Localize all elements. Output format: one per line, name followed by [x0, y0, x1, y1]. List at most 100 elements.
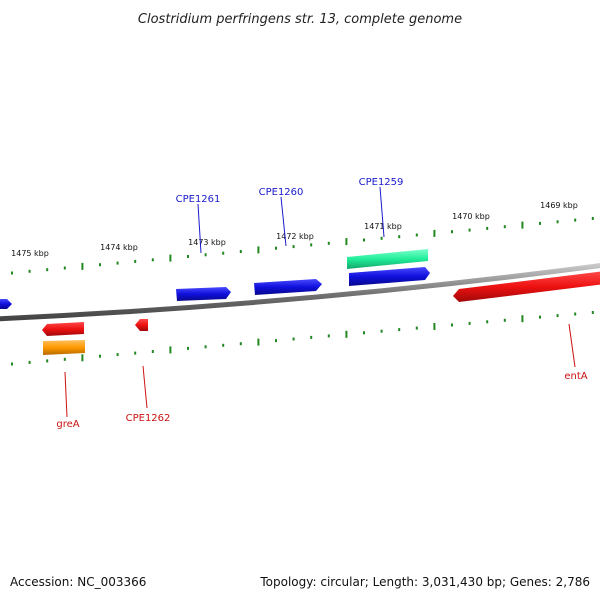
reverse-track-minor-tick [46, 359, 49, 363]
genome-summary-text: Topology: circular; Length: 3,031,430 bp… [259, 575, 590, 589]
forward-track-minor-tick [222, 251, 225, 255]
reverse-track-major-tick [345, 330, 348, 338]
gene-label-entA: entA [564, 371, 587, 382]
reverse-gene-entA[interactable] [453, 271, 600, 302]
forward-track-minor-tick [46, 268, 49, 272]
reverse-track-minor-tick [451, 323, 453, 327]
forward-track-major-tick [521, 221, 524, 229]
forward-track-minor-tick [292, 245, 295, 249]
reverse-track-minor-tick [556, 314, 559, 318]
kbp-label-1472: 1472 kbp [276, 232, 314, 241]
forward-track-minor-tick [239, 250, 242, 253]
forward-gene-CPE1259[interactable] [349, 267, 430, 286]
forward-track-minor-tick [363, 238, 365, 242]
reverse-track-minor-tick [134, 351, 137, 355]
forward-track-minor-tick [63, 266, 66, 270]
forward-track-major-tick [169, 254, 172, 262]
forward-track-minor-tick [574, 218, 577, 222]
forward-track-minor-tick [486, 226, 489, 230]
forward-track-minor-tick [398, 235, 401, 239]
forward-track-major-tick [345, 238, 348, 246]
reverse-gene-greA[interactable] [42, 322, 84, 336]
kbp-label-1473: 1473 kbp [188, 238, 226, 247]
kbp-label-1469: 1469 kbp [540, 201, 578, 210]
forward-track-minor-tick [187, 255, 189, 258]
forward-tick-track [11, 217, 594, 275]
reverse-gene-greA-highlight[interactable] [43, 340, 85, 355]
forward-track-minor-tick [468, 228, 471, 232]
forward-gene-CPE1261[interactable] [176, 287, 231, 301]
forward-track-major-tick [81, 262, 84, 270]
forward-track-minor-tick [415, 233, 418, 237]
reverse-track-minor-tick [275, 339, 277, 343]
kbp-label-1474: 1474 kbp [100, 243, 138, 252]
reverse-track-minor-tick [151, 350, 154, 353]
leader-entA [568, 323, 576, 368]
reverse-track-minor-tick [539, 315, 541, 319]
reverse-track-minor-tick [239, 342, 242, 346]
reverse-track-major-tick [81, 354, 84, 362]
reverse-track-minor-tick [11, 362, 13, 366]
gene-label-CPE1262: CPE1262 [126, 413, 171, 424]
kbp-label-1475: 1475 kbp [11, 249, 49, 258]
leader-CPE1259 [379, 186, 385, 238]
reverse-track-minor-tick [380, 329, 383, 333]
reverse-track-minor-tick [63, 357, 66, 361]
leader-CPE1260 [280, 196, 287, 247]
forward-track-minor-tick [11, 271, 13, 275]
reverse-track-minor-tick [591, 311, 594, 314]
reverse-track-minor-tick [292, 337, 295, 341]
forward-gene-left-edge[interactable] [0, 299, 12, 309]
reverse-track-minor-tick [574, 312, 577, 316]
reverse-track-major-tick [257, 338, 260, 346]
map-title: Clostridium perfringens str. 13, complet… [138, 12, 462, 27]
leader-CPE1261 [197, 203, 202, 254]
forward-track-minor-tick [134, 259, 137, 263]
forward-track-minor-tick [275, 246, 277, 250]
forward-track-minor-tick [503, 225, 506, 229]
forward-gene-CPE1259-highlight[interactable] [347, 249, 428, 269]
forward-track-minor-tick [591, 217, 594, 220]
forward-track-minor-tick [28, 269, 31, 273]
reverse-track-minor-tick [468, 321, 471, 325]
forward-track-major-tick [433, 229, 436, 237]
forward-track-minor-tick [99, 263, 101, 267]
reverse-track-minor-tick [28, 360, 31, 364]
reverse-track-minor-tick [187, 346, 189, 350]
reverse-track-minor-tick [327, 334, 330, 338]
reverse-track-minor-tick [363, 331, 365, 335]
genome-backbone [0, 263, 600, 322]
forward-track-minor-tick [380, 236, 383, 240]
reverse-track-minor-tick [486, 320, 489, 324]
forward-track-minor-tick [310, 243, 313, 247]
forward-track-minor-tick [556, 220, 559, 224]
reverse-track-major-tick [521, 315, 524, 323]
reverse-track-minor-tick [116, 353, 119, 357]
reverse-tick-track [11, 311, 594, 366]
forward-track-minor-tick [116, 261, 119, 265]
forward-track-minor-tick [451, 230, 453, 234]
forward-track-minor-tick [539, 221, 541, 225]
forward-gene-CPE1260[interactable] [254, 279, 322, 295]
kbp-label-1470: 1470 kbp [452, 212, 490, 221]
forward-track-major-tick [257, 246, 260, 254]
gene-label-CPE1261: CPE1261 [176, 194, 221, 205]
forward-track-minor-tick [151, 258, 154, 262]
reverse-track-minor-tick [415, 326, 418, 330]
gene-label-CPE1259: CPE1259 [359, 177, 404, 188]
leader-CPE1262 [142, 365, 148, 409]
accession-text: Accession: NC_003366 [10, 575, 146, 589]
reverse-track-minor-tick [204, 345, 207, 349]
reverse-track-major-tick [169, 346, 172, 354]
reverse-track-minor-tick [99, 354, 101, 358]
gene-label-CPE1260: CPE1260 [259, 187, 304, 198]
reverse-track-major-tick [433, 323, 436, 330]
forward-track-minor-tick [204, 253, 207, 257]
forward-track-minor-tick [327, 241, 330, 245]
reverse-track-minor-tick [398, 328, 401, 332]
gene-label-greA: greA [56, 419, 79, 430]
reverse-gene-CPE1262[interactable] [135, 319, 148, 331]
reverse-track-minor-tick [222, 343, 225, 347]
reverse-track-minor-tick [310, 335, 313, 339]
